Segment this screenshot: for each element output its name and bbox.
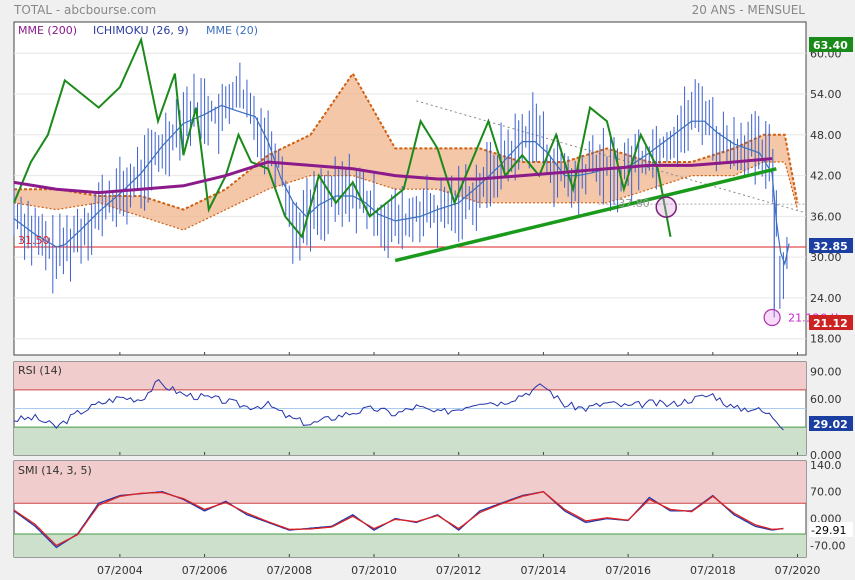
rsi-tick-label: 0.000 <box>810 449 842 462</box>
x-tick-label: 07/2008 <box>266 564 312 577</box>
support-value-label: 31.50 <box>18 234 50 247</box>
badge-smi-label: -29.91 <box>811 524 846 537</box>
chart-source-title: TOTAL - abcbourse.com <box>13 3 156 17</box>
x-tick-label: 07/2014 <box>521 564 567 577</box>
badge-smi: -29.91 <box>809 522 853 537</box>
price-bars <box>13 62 788 318</box>
cloud-lower-edge <box>13 161 799 231</box>
badge-high-label: 63.40 <box>813 39 848 52</box>
badge-last-label: 32.85 <box>813 240 848 253</box>
mme200-line <box>13 157 773 195</box>
rsi-line <box>13 379 784 431</box>
price-tick-label: 36.00 <box>810 210 842 223</box>
x-tick-label: 07/2018 <box>690 564 736 577</box>
low-circle-marker <box>763 308 781 327</box>
badge-high: 63.40 <box>809 37 853 52</box>
rsi-tick-label: 60.00 <box>810 393 842 406</box>
smi-overbought-zone <box>14 461 806 504</box>
cloud-upper-edge <box>14 71 799 211</box>
x-tick-label: 07/2010 <box>351 564 397 577</box>
price-tick-label: 24.00 <box>810 292 842 305</box>
badge-low: 21.12 <box>809 315 853 330</box>
price-tick-label: 48.00 <box>810 129 842 142</box>
x-tick-label: 07/2020 <box>775 564 821 577</box>
uptrend-line <box>394 167 777 263</box>
price-tick-label: 54.00 <box>810 88 842 101</box>
legend-mme20: MME (20) <box>206 24 258 37</box>
x-tick-label: 07/2012 <box>436 564 482 577</box>
smi-tick-label: 70.00 <box>810 486 842 499</box>
ichimoku-cloud <box>14 73 798 230</box>
badge-rsi-label: 29.02 <box>813 418 848 431</box>
price-tick-label: 18.00 <box>810 333 842 346</box>
price-tick-label: 42.00 <box>810 170 842 183</box>
level-value-label: 37.80 <box>618 197 650 210</box>
smi-signal-line <box>13 490 784 547</box>
ichimoku-line <box>13 36 672 239</box>
breakout-circle-marker <box>655 196 677 218</box>
rsi-overbought-zone <box>14 362 806 390</box>
rsi-tick-label: 90.00 <box>810 365 842 378</box>
legend-smi: SMI (14, 3, 5) <box>18 464 92 477</box>
mme20-line <box>13 104 790 267</box>
legend-ichimoku: ICHIMOKU (26, 9) <box>93 24 189 37</box>
smi-tick-label: -70.00 <box>810 539 845 552</box>
x-tick-label: 07/2006 <box>182 564 228 577</box>
smi-tick-label: 140.0 <box>810 459 842 472</box>
badge-rsi: 29.02 <box>809 416 853 431</box>
smi-oversold-zone <box>14 533 806 557</box>
rsi-oversold-zone <box>14 427 806 455</box>
legend-rsi: RSI (14) <box>18 364 62 377</box>
chart-period-title: 20 ANS - MENSUEL <box>692 3 806 17</box>
x-tick-label: 07/2004 <box>97 564 143 577</box>
x-tick-label: 07/2016 <box>605 564 651 577</box>
price-tick-label: 30.00 <box>810 251 842 264</box>
legend-mme200: MME (200) <box>18 24 77 37</box>
badge-last: 32.85 <box>809 238 853 253</box>
badge-low-label: 21.12 <box>813 317 848 330</box>
